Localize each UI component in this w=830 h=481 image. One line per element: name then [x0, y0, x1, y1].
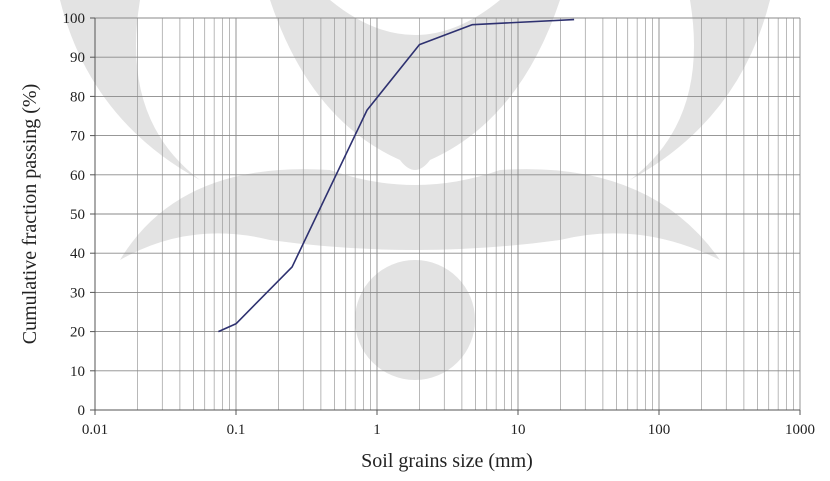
y-tick-label: 20 [70, 325, 85, 341]
y-tick-label: 30 [70, 285, 85, 301]
y-tick-label: 0 [78, 403, 86, 419]
y-tick-label: 100 [63, 11, 86, 27]
y-tick-label: 60 [70, 168, 85, 184]
x-tick-label: 0.01 [82, 422, 108, 438]
y-tick-label: 70 [70, 129, 85, 145]
y-tick-label: 90 [70, 50, 85, 66]
x-tick-label: 100 [648, 422, 671, 438]
marks [218, 18, 575, 333]
watermark-shape [120, 169, 720, 260]
y-tick-label: 80 [70, 89, 85, 105]
watermark [60, 0, 770, 380]
x-tick-label: 1 [373, 422, 381, 438]
y-axis-title: Cumulative fraction passing (%) [19, 84, 41, 345]
y-tick-label: 50 [70, 207, 85, 223]
y-tick-label: 40 [70, 246, 85, 262]
axes: 0.01 0.1 1 10 100 1000 0 10 20 30 40 50 60 70 80 90 100 [63, 11, 816, 438]
x-axis-title: Soil grains size (mm) [361, 450, 533, 472]
watermark-shape [270, 0, 560, 170]
grid [94, 17, 801, 411]
x-tick-label: 0.1 [227, 422, 246, 438]
watermark-shape [630, 0, 770, 180]
x-tick-label: 10 [511, 422, 526, 438]
y-tick-label: 10 [70, 364, 85, 380]
watermark-shape [355, 260, 475, 380]
x-tick-label: 1000 [785, 422, 815, 438]
data-line [218, 18, 575, 333]
